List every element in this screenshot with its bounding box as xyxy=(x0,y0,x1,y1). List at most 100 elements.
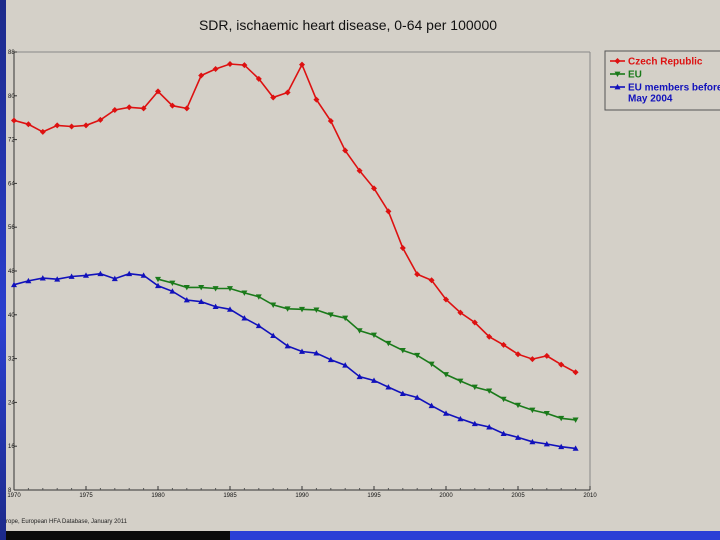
data-point xyxy=(241,315,248,321)
data-point xyxy=(198,285,205,291)
data-point xyxy=(97,116,104,123)
data-point xyxy=(241,290,248,296)
data-point xyxy=(399,390,406,397)
data-point xyxy=(486,333,493,340)
data-point xyxy=(155,88,161,95)
data-point xyxy=(169,102,176,109)
data-point xyxy=(443,296,449,303)
data-point xyxy=(83,272,89,278)
data-point xyxy=(558,443,565,450)
x-tick-label: 2010 xyxy=(583,493,597,499)
x-tick-label: 1990 xyxy=(295,493,309,499)
data-point xyxy=(543,352,550,359)
data-point xyxy=(515,434,521,440)
data-point xyxy=(471,384,478,391)
data-point xyxy=(11,281,17,288)
data-point xyxy=(529,356,536,363)
x-tick-label: 1985 xyxy=(223,493,237,499)
data-point xyxy=(342,362,349,368)
data-point xyxy=(227,61,233,68)
data-point xyxy=(155,276,161,283)
legend-item: EU members before May 2004 xyxy=(610,83,720,105)
data-point xyxy=(385,340,392,347)
data-point xyxy=(183,297,190,303)
legend: Czech Republic EU EU members before May 200… xyxy=(604,50,720,111)
data-point xyxy=(140,105,147,112)
data-point xyxy=(270,332,277,339)
data-point xyxy=(443,372,449,378)
data-point xyxy=(399,347,406,354)
data-point xyxy=(356,328,363,334)
data-point xyxy=(457,415,464,422)
data-point xyxy=(515,402,521,409)
y-tick-label: 56 xyxy=(8,225,15,231)
data-point xyxy=(39,128,46,135)
data-point xyxy=(428,402,435,409)
data-point xyxy=(241,62,248,69)
data-point xyxy=(342,147,349,154)
data-point xyxy=(428,277,435,284)
legend-label: EU xyxy=(628,70,642,81)
x-tick-label: 1970 xyxy=(7,493,21,499)
data-point xyxy=(183,105,190,112)
data-point xyxy=(25,121,32,128)
data-point xyxy=(543,410,550,417)
data-point xyxy=(457,378,464,385)
data-point xyxy=(558,415,565,422)
data-point xyxy=(169,280,176,287)
data-point xyxy=(198,298,205,305)
data-point xyxy=(299,348,305,354)
data-point xyxy=(385,208,392,215)
data-point xyxy=(327,356,334,363)
series-line xyxy=(157,278,576,421)
data-point xyxy=(356,373,363,380)
data-point xyxy=(614,71,621,77)
data-point xyxy=(111,107,118,114)
y-tick-label: 72 xyxy=(8,138,15,144)
data-point xyxy=(486,424,493,430)
data-point xyxy=(614,58,621,64)
series-0 xyxy=(11,61,579,376)
x-tick-label: 1975 xyxy=(79,493,93,499)
data-point xyxy=(227,286,233,292)
axes: 8 16 24 32 40 48 56 64 72 80 88 1970 1975 1980 1985 199… xyxy=(7,50,597,499)
data-point xyxy=(68,123,75,130)
data-point xyxy=(227,306,233,312)
data-point xyxy=(327,312,334,318)
data-point xyxy=(327,117,334,124)
plot-series xyxy=(11,61,579,451)
slide-bottom-accent xyxy=(230,531,720,540)
data-point xyxy=(54,122,61,129)
y-tick-label: 40 xyxy=(8,313,15,319)
data-point xyxy=(414,394,421,400)
series-1 xyxy=(155,276,579,423)
data-point xyxy=(529,407,536,414)
data-point xyxy=(572,417,579,423)
data-point xyxy=(443,410,449,416)
data-point xyxy=(126,270,133,277)
legend-label: Czech Republic xyxy=(628,57,703,68)
data-point xyxy=(572,445,579,451)
data-point xyxy=(471,420,478,427)
data-point xyxy=(25,277,32,284)
data-point xyxy=(284,306,291,312)
data-point xyxy=(155,282,161,289)
data-point xyxy=(68,273,75,279)
data-point xyxy=(198,72,205,79)
data-point xyxy=(457,309,464,316)
data-point xyxy=(313,307,320,313)
legend-item: EU xyxy=(610,70,642,81)
data-point xyxy=(169,288,176,294)
data-point xyxy=(371,377,377,383)
legend-label: EU members before May 2004 xyxy=(628,83,720,105)
data-point xyxy=(299,306,305,313)
data-point xyxy=(212,303,219,309)
data-point xyxy=(500,341,507,348)
slide-left-accent xyxy=(0,0,6,540)
chart: SDR, ischaemic heart disease, 0-64 per 1… xyxy=(6,17,720,525)
data-point xyxy=(183,285,190,291)
data-point xyxy=(284,343,291,349)
data-point xyxy=(255,322,262,329)
data-point xyxy=(486,388,493,394)
data-point xyxy=(212,286,219,292)
